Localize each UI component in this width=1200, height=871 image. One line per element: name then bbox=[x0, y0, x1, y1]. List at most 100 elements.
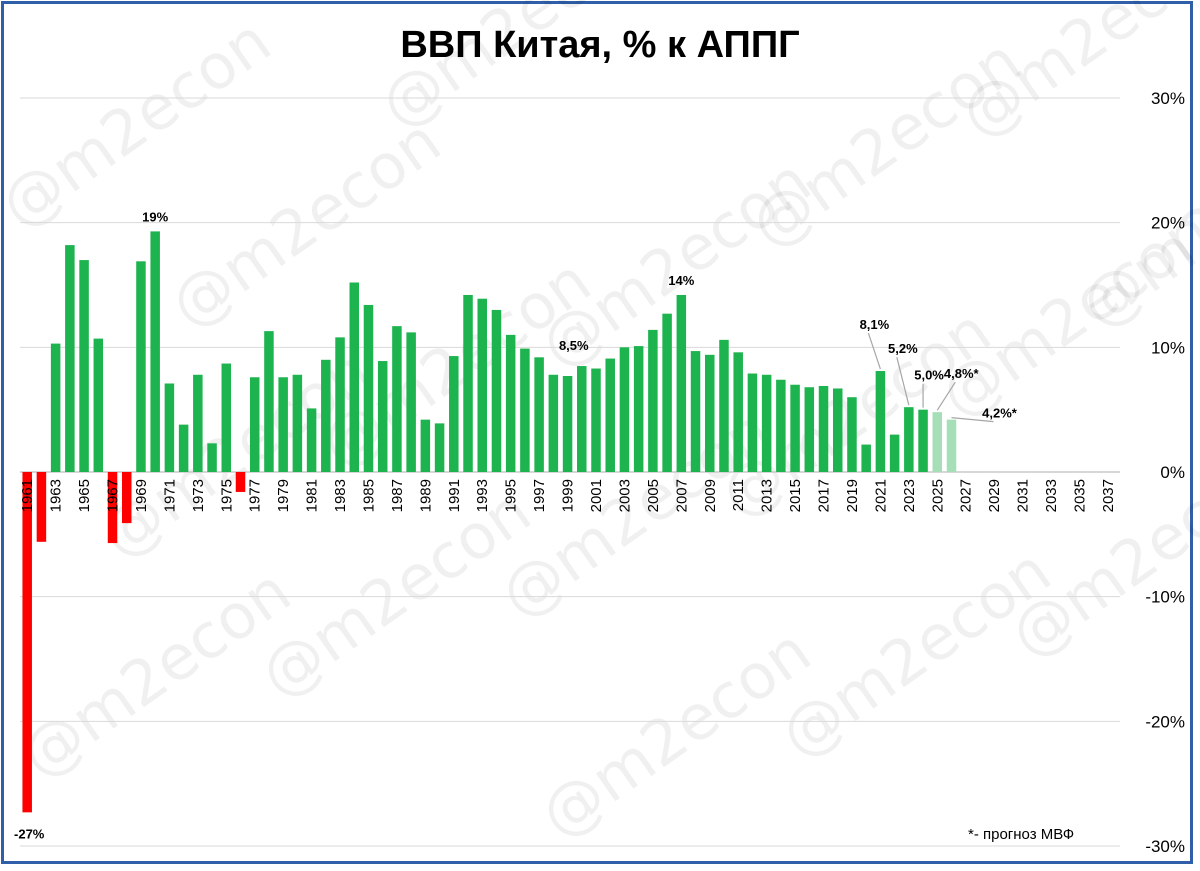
bar bbox=[548, 374, 559, 472]
data-labels: -27% 19% 8,5% 14% 8,1% 5,2% 5,0% 4,8%* 4,2%* bbox=[14, 209, 1018, 841]
bar bbox=[477, 298, 487, 472]
x-tick-label: 2027 bbox=[958, 479, 975, 512]
bar bbox=[505, 334, 516, 472]
y-tick-label: -10% bbox=[1145, 588, 1185, 607]
bar bbox=[434, 423, 445, 472]
bar bbox=[832, 388, 843, 472]
x-tick-label: 1981 bbox=[304, 479, 321, 512]
bar bbox=[690, 351, 701, 472]
bar bbox=[107, 472, 118, 544]
data-label: -27% bbox=[14, 826, 45, 841]
x-tick-label: 1997 bbox=[531, 479, 548, 512]
leader-line bbox=[951, 417, 994, 423]
bar bbox=[321, 359, 331, 472]
bar bbox=[875, 371, 886, 472]
bar bbox=[392, 326, 402, 472]
bar bbox=[790, 384, 800, 472]
data-label: 8,5% bbox=[559, 338, 589, 353]
y-tick-label: 30% bbox=[1151, 89, 1185, 108]
bar bbox=[761, 374, 772, 472]
bar bbox=[918, 409, 928, 472]
bar bbox=[861, 444, 871, 472]
bar bbox=[818, 385, 829, 472]
bar bbox=[178, 424, 189, 472]
bar bbox=[93, 338, 104, 472]
bar bbox=[36, 472, 47, 542]
bar bbox=[164, 383, 175, 472]
bar bbox=[733, 352, 743, 472]
data-label: 4,8%* bbox=[944, 366, 980, 381]
bars bbox=[22, 231, 957, 813]
bar bbox=[719, 339, 729, 472]
leader-line bbox=[936, 381, 956, 411]
bar bbox=[847, 397, 857, 472]
x-tick-label: 2007 bbox=[673, 479, 690, 512]
bar bbox=[193, 374, 203, 472]
bar bbox=[221, 363, 232, 472]
watermark-text: @m2econ bbox=[367, 0, 664, 142]
x-tick-label: 1975 bbox=[218, 479, 235, 512]
x-tick-label: 2019 bbox=[844, 479, 861, 512]
x-tick-label: 1961 bbox=[19, 479, 36, 512]
bar bbox=[633, 346, 644, 472]
watermark-text: @m2econ bbox=[7, 554, 304, 792]
chart-title: ВВП Китая, % к АППГ bbox=[400, 24, 800, 66]
x-tick-label: 2037 bbox=[1100, 479, 1117, 512]
bar bbox=[804, 387, 815, 472]
bar bbox=[50, 343, 61, 472]
label-leader-lines bbox=[867, 332, 994, 423]
x-tick-label: 2033 bbox=[1043, 479, 1060, 512]
x-tick-label: 1979 bbox=[275, 479, 292, 512]
watermark-text: @m2econ bbox=[527, 614, 824, 852]
leader-line bbox=[896, 357, 910, 406]
data-label: 8,1% bbox=[860, 317, 890, 332]
bar bbox=[534, 357, 544, 472]
x-tick-label: 1967 bbox=[105, 479, 122, 512]
bar bbox=[150, 231, 160, 472]
bar bbox=[235, 472, 246, 492]
x-tick-label: 2017 bbox=[816, 479, 833, 512]
watermark-text: @m2econ bbox=[767, 534, 1064, 772]
bar bbox=[264, 331, 274, 472]
y-tick-label: 0% bbox=[1160, 463, 1185, 482]
bar bbox=[662, 313, 672, 472]
bar bbox=[605, 358, 615, 472]
bar bbox=[577, 366, 587, 472]
bar bbox=[904, 407, 914, 472]
bar bbox=[406, 332, 416, 472]
bar bbox=[249, 377, 260, 472]
bar bbox=[65, 245, 75, 472]
x-tick-label: 2001 bbox=[588, 479, 605, 512]
x-tick-label: 2031 bbox=[1015, 479, 1032, 512]
bar bbox=[136, 261, 146, 472]
x-tick-label: 1973 bbox=[190, 479, 207, 512]
bar bbox=[705, 354, 715, 472]
bar bbox=[349, 282, 360, 472]
bar bbox=[676, 294, 687, 472]
x-tick-label: 2023 bbox=[901, 479, 918, 512]
bar bbox=[648, 329, 658, 472]
x-tick-label: 2035 bbox=[1071, 479, 1088, 512]
bar bbox=[22, 472, 32, 813]
data-label: 5,0% bbox=[914, 368, 944, 383]
data-label: 4,2%* bbox=[982, 406, 1018, 421]
y-axis-ticks: -30% -20% -10% 0% 10% 20% 30% bbox=[1145, 89, 1185, 856]
bar bbox=[449, 356, 459, 472]
bar bbox=[932, 412, 943, 472]
bar bbox=[278, 377, 288, 472]
bar bbox=[306, 408, 317, 472]
x-tick-label: 1989 bbox=[417, 479, 434, 512]
y-tick-label: 10% bbox=[1151, 338, 1185, 357]
bar bbox=[562, 376, 573, 472]
x-tick-label: 1987 bbox=[389, 479, 406, 512]
x-tick-label: 1983 bbox=[332, 479, 349, 512]
y-tick-label: -20% bbox=[1145, 712, 1185, 731]
x-tick-label: 1991 bbox=[446, 479, 463, 512]
bar bbox=[292, 374, 303, 472]
x-tick-label: 1969 bbox=[133, 479, 150, 512]
x-tick-label: 2021 bbox=[872, 479, 889, 512]
bar bbox=[619, 347, 630, 472]
bar bbox=[207, 443, 217, 472]
forecast-footnote: *- прогноз МВФ bbox=[968, 826, 1075, 843]
